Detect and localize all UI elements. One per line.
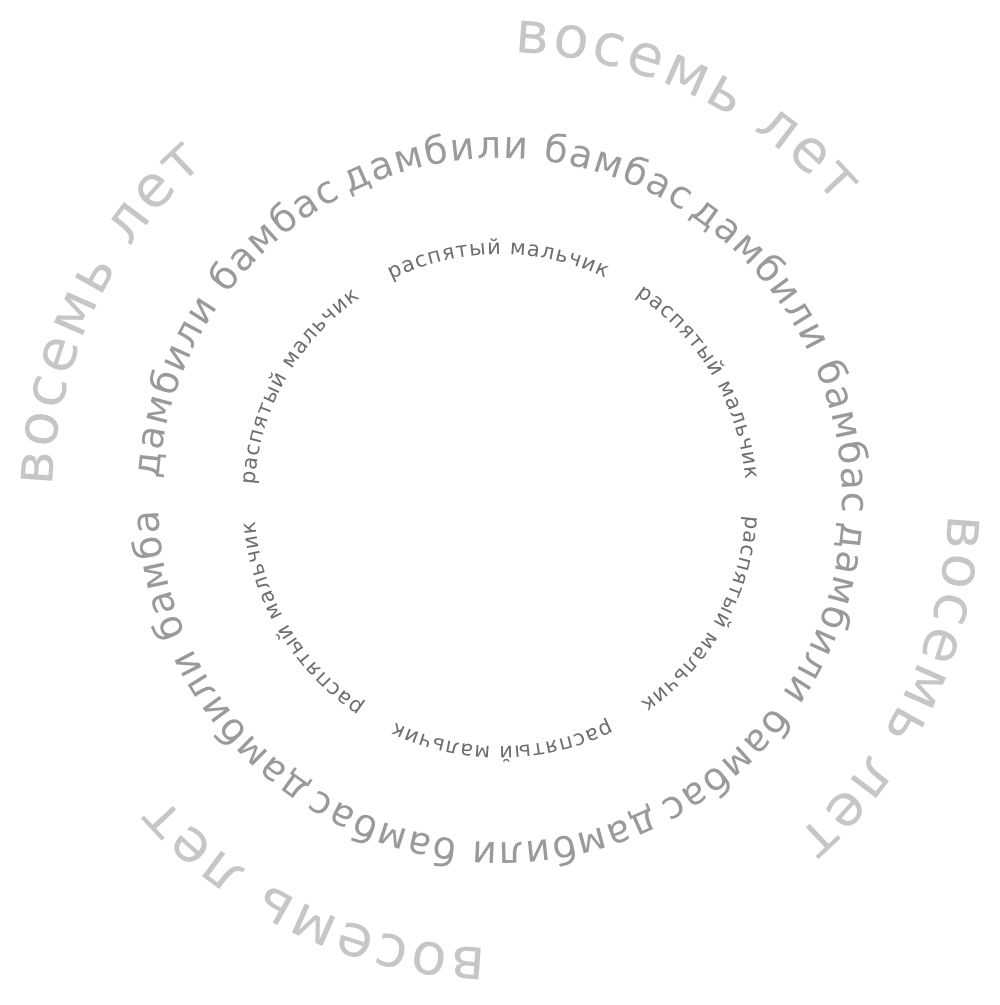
inner-ring-text-4: распятый мальчик bbox=[637, 515, 765, 718]
inner-ring-text-5: распятый мальчик bbox=[386, 716, 617, 765]
inner-ring-text-3: распятый мальчик bbox=[633, 279, 764, 480]
inner-ring-text-1: распятый мальчик bbox=[235, 282, 363, 485]
inner-ring: распятый мальчик распятый мальчик распят… bbox=[235, 235, 765, 765]
inner-ring-text-6: распятый мальчик bbox=[236, 519, 367, 720]
middle-ring-text-5: дамбили бамбас bbox=[298, 781, 666, 878]
inner-ring-text-2: распятый мальчик bbox=[383, 235, 614, 284]
middle-ring-text-2: дамбили бамбас bbox=[334, 123, 702, 220]
